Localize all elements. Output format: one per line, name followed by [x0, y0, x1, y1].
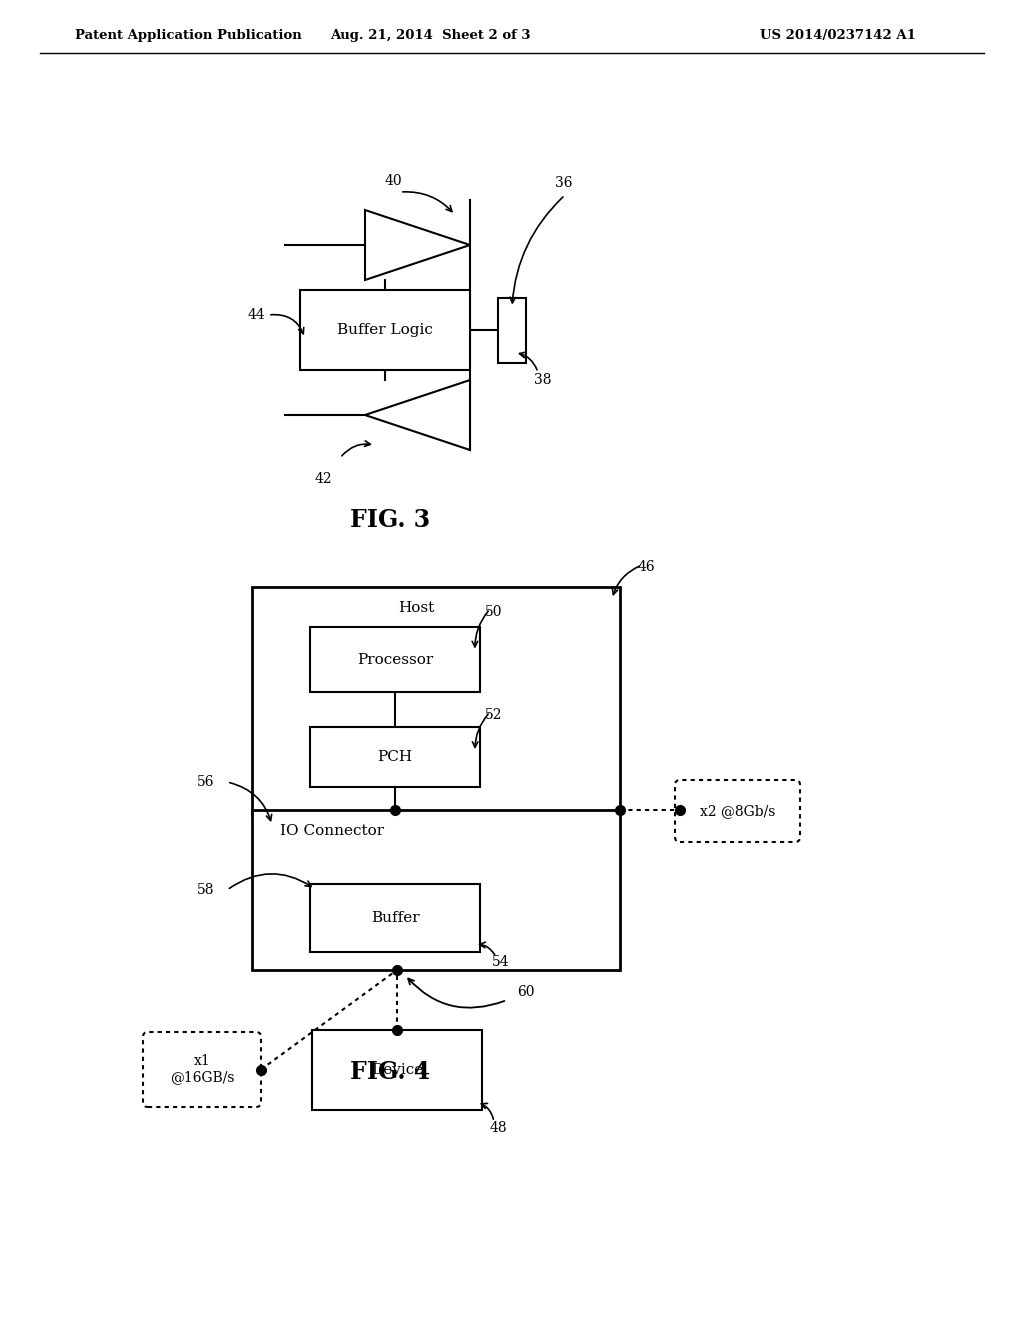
- Text: 40: 40: [385, 174, 402, 187]
- Text: 56: 56: [197, 775, 214, 789]
- Bar: [310, 884, 480, 952]
- Text: 36: 36: [555, 176, 572, 190]
- Text: FIG. 3: FIG. 3: [350, 508, 430, 532]
- Polygon shape: [365, 380, 470, 450]
- Text: 48: 48: [490, 1121, 508, 1135]
- Bar: [252, 587, 620, 814]
- Text: Device: Device: [371, 1063, 423, 1077]
- Text: x1
@16GB/s: x1 @16GB/s: [170, 1055, 234, 1085]
- Text: Aug. 21, 2014  Sheet 2 of 3: Aug. 21, 2014 Sheet 2 of 3: [330, 29, 530, 41]
- Text: Processor: Processor: [357, 652, 433, 667]
- Text: 44: 44: [248, 308, 266, 322]
- Text: FIG. 4: FIG. 4: [350, 1060, 430, 1084]
- Text: x2 @8Gb/s: x2 @8Gb/s: [699, 804, 775, 818]
- Text: 38: 38: [534, 374, 552, 388]
- Polygon shape: [365, 210, 470, 280]
- Bar: [310, 627, 480, 692]
- Bar: [252, 810, 620, 970]
- Bar: [312, 1030, 482, 1110]
- Text: US 2014/0237142 A1: US 2014/0237142 A1: [760, 29, 915, 41]
- Bar: [300, 290, 470, 370]
- Text: 46: 46: [638, 560, 655, 574]
- Text: PCH: PCH: [378, 750, 413, 764]
- Text: 58: 58: [197, 883, 214, 898]
- Text: 50: 50: [485, 605, 503, 619]
- FancyBboxPatch shape: [675, 780, 800, 842]
- Text: Host: Host: [398, 601, 434, 615]
- Text: Buffer Logic: Buffer Logic: [337, 323, 433, 337]
- Text: IO Connector: IO Connector: [280, 824, 384, 838]
- Text: Patent Application Publication: Patent Application Publication: [75, 29, 302, 41]
- Text: Buffer: Buffer: [371, 911, 419, 925]
- Text: 42: 42: [315, 473, 333, 486]
- Text: 54: 54: [492, 954, 510, 969]
- FancyBboxPatch shape: [143, 1032, 261, 1107]
- Bar: [310, 727, 480, 787]
- Text: 52: 52: [485, 708, 503, 722]
- Bar: [498, 297, 526, 363]
- Text: 60: 60: [517, 985, 535, 999]
